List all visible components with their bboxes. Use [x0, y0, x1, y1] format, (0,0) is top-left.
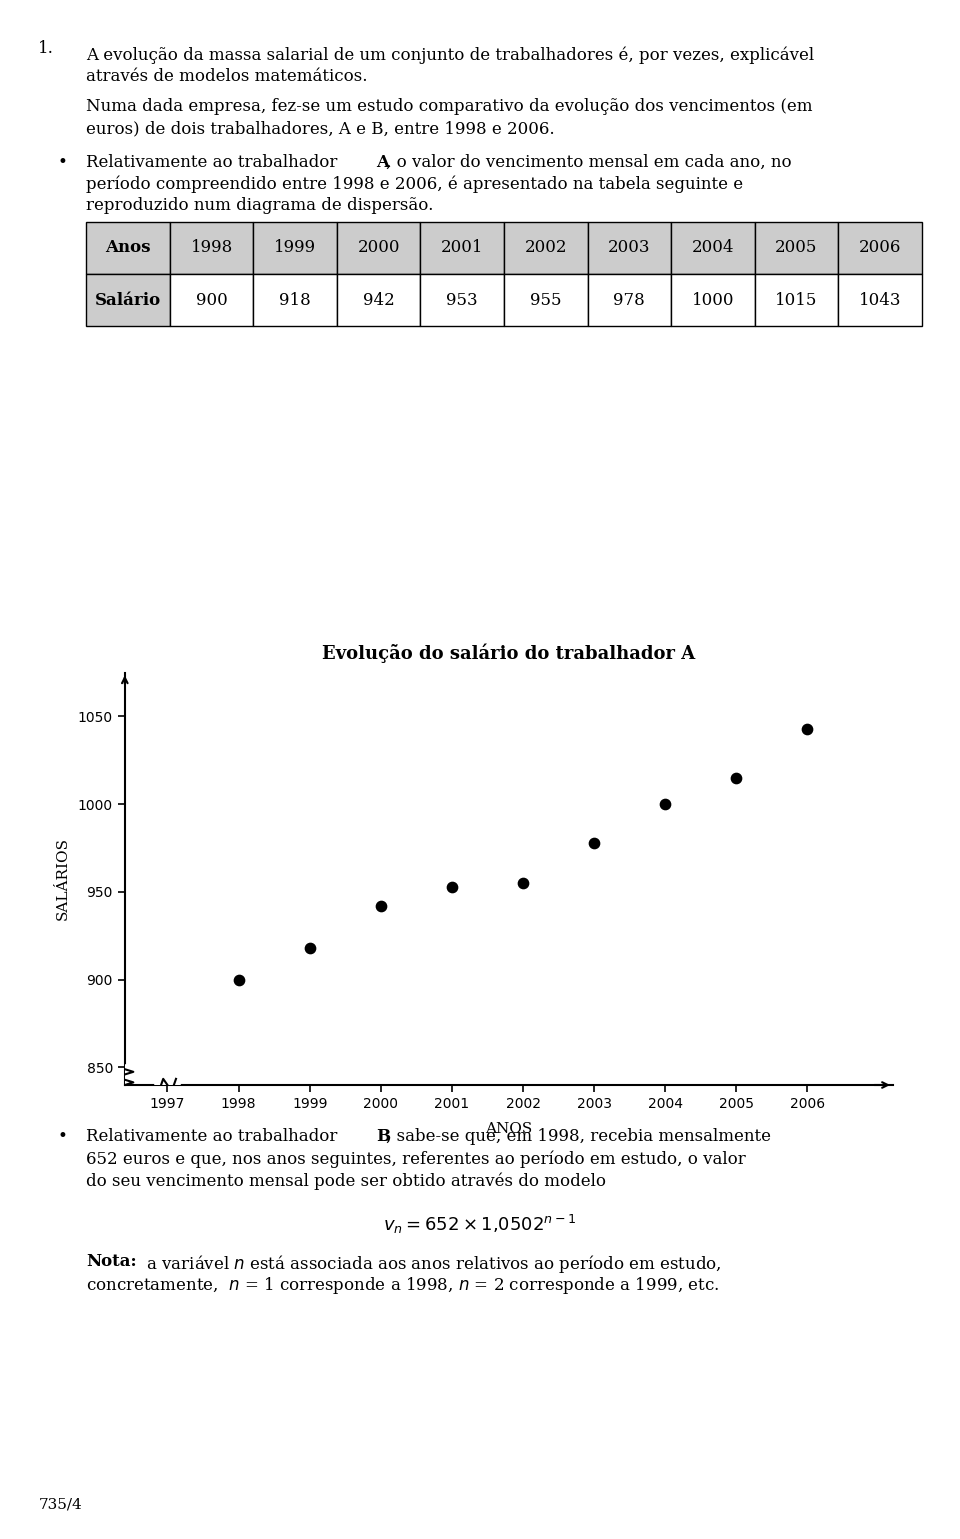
Point	[444, 874, 460, 899]
Bar	[588, 222, 671, 274]
Bar	[253, 222, 337, 274]
Bar	[671, 222, 755, 274]
Text: 2000: 2000	[357, 239, 400, 257]
Bar	[671, 274, 755, 326]
Text: 652 euros e que, nos anos seguintes, referentes ao período em estudo, o valor: 652 euros e que, nos anos seguintes, ref…	[86, 1151, 746, 1168]
Text: 2001: 2001	[441, 239, 484, 257]
Text: através de modelos matemáticos.: através de modelos matemáticos.	[86, 68, 368, 85]
Text: 2002: 2002	[524, 239, 567, 257]
Text: 1998: 1998	[190, 239, 233, 257]
Text: 900: 900	[196, 291, 228, 309]
Text: A evolução da massa salarial de um conjunto de trabalhadores é, por vezes, expli: A evolução da massa salarial de um conju…	[86, 46, 814, 63]
Text: 1015: 1015	[775, 291, 818, 309]
Bar	[420, 222, 504, 274]
Text: Salário: Salário	[95, 291, 161, 309]
Text: , o valor do vencimento mensal em cada ano, no: , o valor do vencimento mensal em cada a…	[386, 154, 792, 171]
Text: Numa dada empresa, fez-se um estudo comparativo da evolução dos vencimentos (em: Numa dada empresa, fez-se um estudo comp…	[86, 98, 813, 115]
Bar	[588, 274, 671, 326]
Point	[302, 936, 318, 960]
Text: 1999: 1999	[275, 239, 316, 257]
Text: •: •	[58, 154, 67, 171]
Text: 2003: 2003	[608, 239, 651, 257]
Text: Relativamente ao trabalhador: Relativamente ao trabalhador	[86, 1128, 343, 1145]
Text: $v_n = 652 \times 1{,}0502^{n-1}$: $v_n = 652 \times 1{,}0502^{n-1}$	[383, 1213, 577, 1236]
Text: 942: 942	[363, 291, 395, 309]
Bar	[838, 222, 922, 274]
Text: do seu vencimento mensal pode ser obtido através do modelo: do seu vencimento mensal pode ser obtido…	[86, 1173, 607, 1190]
Text: período compreendido entre 1998 e 2006, é apresentado na tabela seguinte e: período compreendido entre 1998 e 2006, …	[86, 175, 744, 192]
Text: A: A	[376, 154, 390, 171]
Text: B: B	[376, 1128, 391, 1145]
Y-axis label: SALÁRIOS: SALÁRIOS	[56, 837, 69, 920]
Text: 2006: 2006	[858, 239, 901, 257]
Bar	[86, 274, 170, 326]
Text: Nota:: Nota:	[86, 1253, 137, 1270]
Text: 735/4: 735/4	[38, 1497, 83, 1511]
Text: concretamente,  $n$ = 1 corresponde a 1998, $n$ = 2 corresponde a 1999, etc.: concretamente, $n$ = 1 corresponde a 199…	[86, 1276, 720, 1296]
Point	[800, 716, 815, 740]
Point	[373, 894, 389, 919]
Bar	[253, 274, 337, 326]
Bar	[170, 274, 253, 326]
Bar	[755, 222, 838, 274]
Point	[231, 968, 247, 993]
Bar	[170, 222, 253, 274]
Bar	[86, 222, 170, 274]
Bar	[337, 274, 420, 326]
Text: 1.: 1.	[38, 40, 55, 57]
Text: 955: 955	[530, 291, 562, 309]
Text: , sabe-se que, em 1998, recebia mensalmente: , sabe-se que, em 1998, recebia mensalme…	[386, 1128, 772, 1145]
Text: •: •	[58, 1128, 67, 1145]
Point	[516, 871, 531, 896]
Text: a variável $n$ está associada aos anos relativos ao período em estudo,: a variável $n$ está associada aos anos r…	[141, 1253, 722, 1274]
Point	[729, 765, 744, 790]
X-axis label: ANOS: ANOS	[485, 1122, 533, 1136]
Text: 953: 953	[446, 291, 478, 309]
Text: reproduzido num diagrama de dispersão.: reproduzido num diagrama de dispersão.	[86, 197, 434, 214]
Text: 1000: 1000	[691, 291, 734, 309]
Text: 1043: 1043	[858, 291, 901, 309]
Bar	[838, 274, 922, 326]
Title: Evolução do salário do trabalhador A: Evolução do salário do trabalhador A	[323, 643, 695, 663]
Text: 2005: 2005	[775, 239, 818, 257]
Text: Relativamente ao trabalhador: Relativamente ao trabalhador	[86, 154, 343, 171]
Bar	[504, 274, 588, 326]
Bar	[420, 274, 504, 326]
Bar	[504, 222, 588, 274]
Bar	[337, 222, 420, 274]
Text: 978: 978	[613, 291, 645, 309]
Text: 2004: 2004	[691, 239, 734, 257]
Text: Anos: Anos	[106, 239, 151, 257]
Bar	[755, 274, 838, 326]
Text: 918: 918	[279, 291, 311, 309]
Point	[658, 793, 673, 817]
Text: euros) de dois trabalhadores, A e B, entre 1998 e 2006.: euros) de dois trabalhadores, A e B, ent…	[86, 120, 555, 137]
Point	[587, 831, 602, 856]
